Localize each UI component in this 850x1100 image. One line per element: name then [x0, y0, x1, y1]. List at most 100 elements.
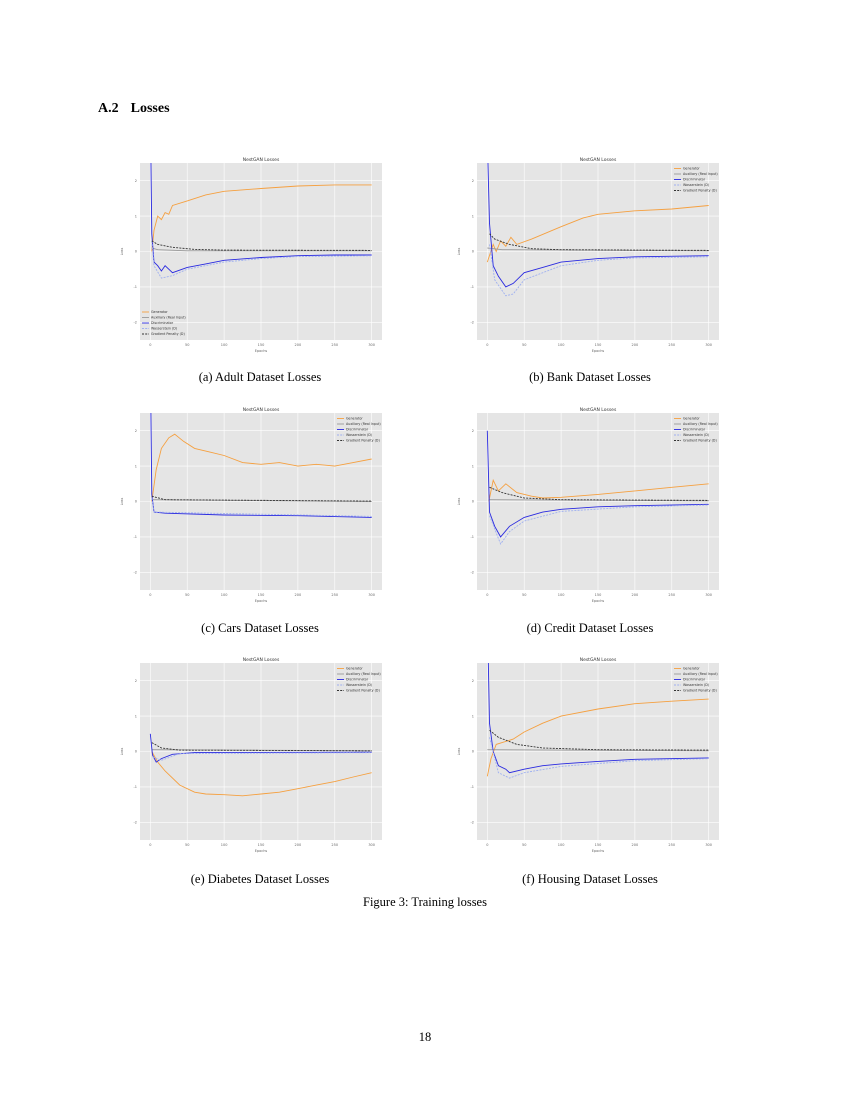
y-axis-label: Loss — [457, 497, 461, 505]
subfigure-caption: (f) Housing Dataset Losses — [522, 872, 658, 886]
x-tick-label: 50 — [522, 343, 526, 347]
x-tick-label: 0 — [486, 343, 488, 347]
x-tick-label: 250 — [331, 343, 338, 347]
chart-title: NestGAN Losses — [243, 657, 280, 663]
legend-label: Auxiliary (Real Input) — [346, 672, 381, 676]
y-axis-label: Loss — [120, 247, 124, 255]
legend-label: Auxiliary (Real Input) — [346, 422, 381, 426]
y-tick-label: 1 — [472, 214, 474, 218]
series-group — [150, 163, 372, 279]
y-axis-label: Loss — [120, 497, 124, 505]
chart-svg: NestGAN Losses 0 50 100 150 200 250 300 -2 -1 0 1 2 E… — [457, 157, 719, 353]
page-number: 18 — [418, 1030, 432, 1044]
x-tick-label: 250 — [668, 843, 675, 847]
y-tick-label: 2 — [135, 679, 137, 683]
chart-diabetes-losses: NestGAN Losses 0 50 100 150 200 250 300 -2 -1 0 1 2 E… — [113, 655, 385, 855]
x-tick-label: 100 — [221, 343, 228, 347]
legend-label: Discriminator — [683, 178, 706, 182]
x-tick-label: 300 — [705, 343, 712, 347]
series-line-wasserstein-d — [151, 497, 372, 517]
x-tick-label: 0 — [149, 593, 151, 597]
chart-title: NestGAN Losses — [580, 657, 617, 663]
y-tick-label: -2 — [471, 571, 475, 575]
legend-label: Generator — [346, 417, 363, 421]
y-tick-label: -1 — [471, 785, 475, 789]
x-tick-label: 150 — [595, 593, 602, 597]
x-tick-label: 200 — [632, 843, 639, 847]
x-tick-label: 150 — [595, 343, 602, 347]
x-tick-label: 300 — [368, 343, 375, 347]
x-tick-label: 0 — [486, 593, 488, 597]
x-axis-label: Epochs — [255, 599, 268, 603]
legend-label: Wasserstein (D) — [151, 327, 177, 331]
x-tick-label: 50 — [522, 593, 526, 597]
section-number: A.2 — [98, 101, 119, 116]
figure-caption: Figure 3: Training losses — [363, 895, 487, 909]
x-tick-label: 50 — [185, 593, 189, 597]
x-tick-label: 300 — [705, 843, 712, 847]
series-line-gradient-penalty-d — [151, 240, 372, 251]
y-tick-label: 1 — [472, 714, 474, 718]
series-line-generator — [151, 751, 372, 797]
y-tick-label: 0 — [135, 750, 137, 754]
x-tick-label: 200 — [632, 343, 639, 347]
legend-label: Discriminator — [346, 428, 369, 432]
chart-svg: NestGAN Losses 0 50 100 150 200 250 300 -2 -1 0 1 2 E… — [457, 657, 719, 853]
legend-label: Wasserstein (D) — [683, 433, 709, 437]
y-tick-label: -2 — [134, 571, 138, 575]
series-line-generator — [151, 184, 372, 252]
y-axis-label: Loss — [120, 747, 124, 755]
series-line-gradient-penalty-d — [151, 742, 372, 752]
chart-title: NestGAN Losses — [243, 407, 280, 413]
y-tick-label: 1 — [135, 714, 137, 718]
series-group — [150, 413, 372, 518]
x-tick-label: 250 — [668, 593, 675, 597]
series-line-wasserstein-d — [489, 737, 709, 779]
chart-svg: NestGAN Losses 0 50 100 150 200 250 300 -2 -1 0 1 2 E… — [457, 407, 719, 603]
x-tick-label: 0 — [149, 843, 151, 847]
legend-label: Discriminator — [346, 678, 369, 682]
y-tick-label: 1 — [472, 464, 474, 468]
section-heading: A.2 Losses — [98, 101, 170, 117]
x-tick-label: 250 — [331, 843, 338, 847]
x-tick-label: 150 — [595, 843, 602, 847]
chart-housing-losses: NestGAN Losses 0 50 100 150 200 250 300 -2 -1 0 1 2 E… — [450, 655, 722, 855]
series-line-generator — [488, 478, 709, 502]
subfigure-caption: (d) Credit Dataset Losses — [526, 621, 654, 635]
y-tick-label: -2 — [471, 321, 475, 325]
series-line-discriminator — [486, 430, 709, 538]
series-group — [486, 163, 709, 297]
subfigure-caption: (b) Bank Dataset Losses — [529, 370, 651, 384]
chart-adult-losses: NestGAN Losses 0 50 100 150 200 250 300 -2 -1 0 1 2 E… — [113, 155, 385, 355]
series-line-auxiliary-real-input — [487, 749, 709, 752]
x-axis-label: Epochs — [592, 849, 605, 853]
series-line-discriminator — [150, 163, 372, 274]
series-line-gradient-penalty-d — [489, 233, 709, 251]
y-tick-label: 2 — [135, 429, 137, 433]
subfigure-caption: (c) Cars Dataset Losses — [201, 621, 319, 635]
series-line-generator — [486, 698, 709, 777]
series-line-discriminator — [487, 163, 709, 288]
legend-label: Wasserstein (D) — [683, 183, 709, 187]
x-tick-label: 50 — [185, 843, 189, 847]
x-tick-label: 300 — [705, 593, 712, 597]
y-tick-label: 2 — [135, 179, 137, 183]
x-tick-label: 150 — [258, 593, 265, 597]
subfigure-caption: (a) Adult Dataset Losses — [198, 370, 322, 384]
series-line-gradient-penalty-d — [151, 495, 372, 502]
series-line-discriminator — [149, 733, 372, 763]
x-tick-label: 300 — [368, 593, 375, 597]
legend-label: Generator — [151, 310, 168, 314]
chart-title: NestGAN Losses — [243, 157, 280, 163]
x-tick-label: 150 — [258, 843, 265, 847]
x-tick-label: 0 — [486, 843, 488, 847]
chart-bank-losses: NestGAN Losses 0 50 100 150 200 250 300 -2 -1 0 1 2 E… — [450, 155, 722, 355]
x-tick-label: 100 — [558, 843, 565, 847]
series-line-wasserstein-d — [152, 752, 372, 761]
x-tick-label: 150 — [258, 343, 265, 347]
